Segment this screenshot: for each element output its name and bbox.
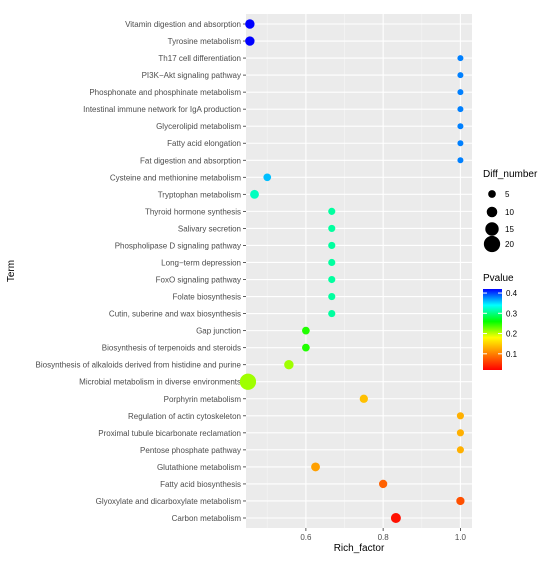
data-point: [390, 513, 401, 523]
data-point: [457, 89, 464, 96]
data-point: [456, 429, 464, 437]
data-point: [311, 462, 320, 472]
y-tick-label: Carbon metabolism: [172, 514, 242, 523]
color-legend-title: Pvalue: [483, 273, 514, 284]
data-point: [328, 310, 336, 318]
y-tick-label: Phosphonate and phosphinate metabolism: [89, 88, 241, 97]
x-tick-label: 0.8: [378, 533, 390, 542]
data-point: [456, 496, 465, 506]
plot-panel: [246, 14, 472, 528]
y-tick-label: Long−term depression: [161, 258, 241, 267]
data-point: [457, 55, 464, 62]
size-legend: Diff_number 5 10 15 20: [483, 169, 538, 253]
data-point: [328, 241, 336, 250]
y-tick-label: Fat digestion and absorption: [140, 156, 241, 165]
data-point: [328, 292, 336, 301]
data-point: [457, 72, 464, 79]
data-point: [250, 189, 259, 199]
y-tick-label: Thyroid hormone synthesis: [145, 207, 241, 216]
x-tick-label: 1.0: [455, 533, 467, 542]
y-tick-label: Cysteine and methionine metabolism: [110, 173, 242, 182]
y-tick-label: Tyrosine metabolism: [168, 37, 242, 46]
data-point: [328, 275, 336, 284]
size-legend-label: 10: [505, 208, 514, 217]
colorbar-label: 0.4: [506, 289, 518, 298]
data-point: [359, 394, 368, 403]
y-tick-label: Microbial metabolism in diverse environm…: [79, 378, 241, 387]
x-axis-labels: 0.6 0.8 1.0: [300, 528, 467, 542]
y-tick-label: Glutathione metabolism: [157, 463, 241, 472]
y-tick-label: Fatty acid biosynthesis: [160, 480, 241, 489]
size-legend-label: 15: [505, 225, 514, 234]
y-axis-title: Term: [6, 260, 17, 282]
y-tick-label: Gap junction: [196, 327, 241, 336]
size-legend-circle: [483, 235, 501, 253]
colorbar: [483, 289, 502, 370]
colorbar-label: 0.2: [506, 330, 518, 339]
y-tick-label: Regulation of actin cytoskeleton: [128, 412, 241, 421]
data-point: [328, 224, 336, 232]
y-tick-label: Pentose phosphate pathway: [140, 446, 241, 455]
y-tick-label: Phospholipase D signaling pathway: [115, 241, 241, 250]
y-tick-label: Proximal tubule bicarbonate reclamation: [98, 429, 241, 438]
y-tick-label: PI3K−Akt signaling pathway: [142, 71, 241, 80]
data-point: [328, 258, 336, 267]
data-point: [263, 173, 272, 182]
x-tick-label: 0.6: [300, 533, 312, 542]
y-tick-label: Salivary secretion: [178, 224, 241, 233]
y-tick-label: Biosynthesis of terpenoids and steroids: [102, 344, 241, 353]
y-tick-label: Folate biosynthesis: [173, 293, 241, 302]
y-tick-label: FoxO signaling pathway: [156, 276, 241, 285]
size-legend-title: Diff_number: [483, 169, 538, 180]
y-tick-label: Glycerolipid metabolism: [156, 122, 241, 131]
y-tick-label: Tryptophan metabolism: [158, 190, 242, 199]
data-point: [457, 140, 464, 147]
y-tick-label: Fatty acid elongation: [167, 139, 241, 148]
data-points: [239, 19, 465, 523]
y-tick-label: Glyoxylate and dicarboxylate metabolism: [96, 497, 242, 506]
colorbar-label: 0.3: [506, 309, 518, 318]
size-legend-label: 20: [505, 240, 514, 249]
y-tick-label: Vitamin digestion and absorption: [125, 20, 241, 29]
data-point: [456, 446, 464, 454]
data-point: [302, 343, 310, 352]
data-point: [379, 479, 388, 489]
data-point: [457, 106, 464, 113]
data-point: [302, 326, 310, 335]
data-point: [239, 373, 257, 390]
size-legend-circle: [485, 222, 499, 236]
data-point: [456, 412, 464, 420]
grid-lines: [246, 14, 472, 528]
data-point: [328, 207, 336, 215]
data-point: [457, 157, 464, 164]
y-tick-label: Biosynthesis of alkaloids derived from h…: [36, 361, 242, 370]
data-point: [245, 36, 255, 46]
y-tick-label: Intestinal immune network for IgA produc…: [83, 105, 241, 114]
size-legend-circle: [488, 190, 496, 198]
size-legend-circle: [486, 206, 498, 218]
colorbar-label: 0.1: [506, 350, 518, 359]
color-legend: Pvalue 0.1 0.2 0.3 0.4: [483, 273, 518, 370]
data-point: [245, 19, 255, 29]
y-axis-labels: Vitamin digestion and absorption Tyrosine…: [36, 20, 246, 523]
x-axis-title: Rich_factor: [334, 543, 385, 554]
y-tick-label: Cutin, suberine and wax biosynthesis: [109, 310, 241, 319]
y-tick-label: Porphyrin metabolism: [164, 395, 242, 404]
size-legend-label: 5: [505, 190, 510, 199]
data-point: [284, 359, 294, 370]
y-tick-label: Th17 cell differentiation: [158, 54, 241, 63]
data-point: [457, 123, 464, 130]
